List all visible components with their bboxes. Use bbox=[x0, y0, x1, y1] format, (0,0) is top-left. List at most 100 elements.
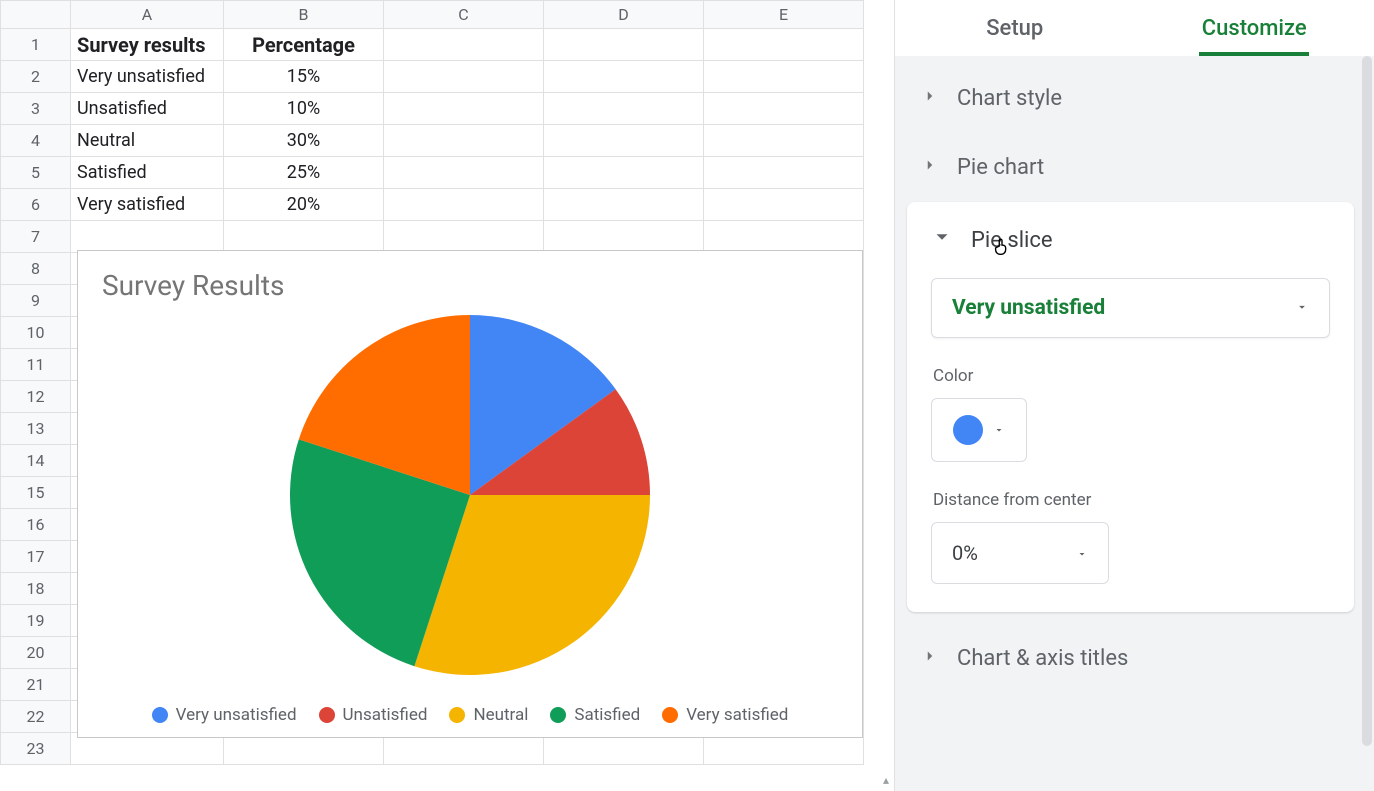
legend-item-3[interactable]: Satisfied bbox=[550, 705, 640, 725]
cell-D1[interactable] bbox=[544, 29, 704, 61]
accordion-label: Pie slice bbox=[971, 228, 1053, 253]
row-header-8[interactable]: 8 bbox=[1, 253, 71, 285]
cell-A2[interactable]: Very unsatisfied bbox=[71, 61, 224, 93]
row-header-1[interactable]: 1 bbox=[1, 29, 71, 61]
accordion-chart-style[interactable]: Chart style bbox=[907, 64, 1354, 133]
row-header-12[interactable]: 12 bbox=[1, 381, 71, 413]
scrollbar-thumb[interactable] bbox=[1362, 56, 1372, 746]
cell-A3[interactable]: Unsatisfied bbox=[71, 93, 224, 125]
cell-B4[interactable]: 30% bbox=[224, 125, 384, 157]
sidebar-body: Chart style Pie chart Pie slice Very uns… bbox=[895, 56, 1374, 791]
chart-title: Survey Results bbox=[78, 251, 862, 302]
row-header-3[interactable]: 3 bbox=[1, 93, 71, 125]
cell-B2[interactable]: 15% bbox=[224, 61, 384, 93]
cell-C4[interactable] bbox=[384, 125, 544, 157]
cell-A4[interactable]: Neutral bbox=[71, 125, 224, 157]
color-swatch bbox=[953, 415, 983, 445]
cell-E6[interactable] bbox=[704, 189, 864, 221]
cell-D2[interactable] bbox=[544, 61, 704, 93]
cell-E4[interactable] bbox=[704, 125, 864, 157]
legend-label: Unsatisfied bbox=[343, 705, 428, 725]
row-header-15[interactable]: 15 bbox=[1, 477, 71, 509]
accordion-pie-slice[interactable]: Pie slice bbox=[931, 226, 1330, 254]
dropdown-value: Very unsatisfied bbox=[952, 296, 1105, 320]
legend-item-0[interactable]: Very unsatisfied bbox=[152, 705, 297, 725]
spreadsheet-area: ABCDE1Survey resultsPercentage2Very unsa… bbox=[0, 0, 894, 791]
cell-C1[interactable] bbox=[384, 29, 544, 61]
chevron-down-icon bbox=[931, 226, 953, 254]
row-header-14[interactable]: 14 bbox=[1, 445, 71, 477]
chart-editor-sidebar: Setup Customize Chart style Pie chart Pi… bbox=[894, 0, 1374, 791]
slice-selector-dropdown[interactable]: Very unsatisfied bbox=[931, 278, 1330, 338]
legend-swatch bbox=[152, 707, 168, 723]
cell-D7[interactable] bbox=[544, 221, 704, 253]
row-header-23[interactable]: 23 bbox=[1, 733, 71, 765]
row-header-22[interactable]: 22 bbox=[1, 701, 71, 733]
distance-from-center-dropdown[interactable]: 0% bbox=[931, 522, 1109, 584]
tab-customize[interactable]: Customize bbox=[1135, 0, 1374, 56]
legend-swatch bbox=[550, 707, 566, 723]
legend-swatch bbox=[449, 707, 465, 723]
row-header-18[interactable]: 18 bbox=[1, 573, 71, 605]
cell-A5[interactable]: Satisfied bbox=[71, 157, 224, 189]
cell-E7[interactable] bbox=[704, 221, 864, 253]
cell-E1[interactable] bbox=[704, 29, 864, 61]
accordion-pie-chart[interactable]: Pie chart bbox=[907, 133, 1354, 202]
slice-color-picker[interactable] bbox=[931, 398, 1027, 462]
row-header-16[interactable]: 16 bbox=[1, 509, 71, 541]
legend-item-1[interactable]: Unsatisfied bbox=[319, 705, 428, 725]
cell-C2[interactable] bbox=[384, 61, 544, 93]
row-header-21[interactable]: 21 bbox=[1, 669, 71, 701]
column-header-A[interactable]: A bbox=[71, 1, 224, 29]
cell-D6[interactable] bbox=[544, 189, 704, 221]
cell-D5[interactable] bbox=[544, 157, 704, 189]
row-header-9[interactable]: 9 bbox=[1, 285, 71, 317]
cell-C6[interactable] bbox=[384, 189, 544, 221]
cell-B5[interactable]: 25% bbox=[224, 157, 384, 189]
cell-B3[interactable]: 10% bbox=[224, 93, 384, 125]
cell-E5[interactable] bbox=[704, 157, 864, 189]
column-header-E[interactable]: E bbox=[704, 1, 864, 29]
row-header-11[interactable]: 11 bbox=[1, 349, 71, 381]
row-header-17[interactable]: 17 bbox=[1, 541, 71, 573]
legend-item-2[interactable]: Neutral bbox=[449, 705, 528, 725]
sidebar-scrollbar[interactable] bbox=[1360, 56, 1374, 791]
cell-D3[interactable] bbox=[544, 93, 704, 125]
column-header-D[interactable]: D bbox=[544, 1, 704, 29]
distance-label: Distance from center bbox=[933, 490, 1330, 510]
cell-E3[interactable] bbox=[704, 93, 864, 125]
cell-C5[interactable] bbox=[384, 157, 544, 189]
row-header-7[interactable]: 7 bbox=[1, 221, 71, 253]
cell-A1[interactable]: Survey results bbox=[71, 29, 224, 61]
cell-A7[interactable] bbox=[71, 221, 224, 253]
column-header-C[interactable]: C bbox=[384, 1, 544, 29]
legend-item-4[interactable]: Very satisfied bbox=[662, 705, 788, 725]
chevron-right-icon bbox=[921, 646, 939, 671]
column-header-B[interactable]: B bbox=[224, 1, 384, 29]
row-header-19[interactable]: 19 bbox=[1, 605, 71, 637]
row-header-5[interactable]: 5 bbox=[1, 157, 71, 189]
row-header-2[interactable]: 2 bbox=[1, 61, 71, 93]
chevron-right-icon bbox=[921, 86, 939, 111]
cell-C3[interactable] bbox=[384, 93, 544, 125]
pie-chart[interactable] bbox=[285, 310, 655, 680]
row-header-20[interactable]: 20 bbox=[1, 637, 71, 669]
caret-down-icon bbox=[993, 421, 1005, 440]
cell-D4[interactable] bbox=[544, 125, 704, 157]
pie-chart-container[interactable]: Survey Results Very unsatisfied Unsatisfi… bbox=[77, 250, 863, 738]
row-header-10[interactable]: 10 bbox=[1, 317, 71, 349]
cell-B6[interactable]: 20% bbox=[224, 189, 384, 221]
accordion-chart-axis-titles[interactable]: Chart & axis titles bbox=[907, 624, 1354, 693]
row-header-13[interactable]: 13 bbox=[1, 413, 71, 445]
row-header-6[interactable]: 6 bbox=[1, 189, 71, 221]
row-header-4[interactable]: 4 bbox=[1, 125, 71, 157]
select-all-cell[interactable] bbox=[1, 1, 71, 29]
tab-setup[interactable]: Setup bbox=[895, 0, 1135, 56]
cell-E2[interactable] bbox=[704, 61, 864, 93]
cell-C7[interactable] bbox=[384, 221, 544, 253]
cell-B7[interactable] bbox=[224, 221, 384, 253]
sheet-scroll-up-icon[interactable]: ▴ bbox=[878, 773, 894, 789]
cell-B1[interactable]: Percentage bbox=[224, 29, 384, 61]
accordion-label: Pie chart bbox=[957, 155, 1044, 180]
cell-A6[interactable]: Very satisfied bbox=[71, 189, 224, 221]
